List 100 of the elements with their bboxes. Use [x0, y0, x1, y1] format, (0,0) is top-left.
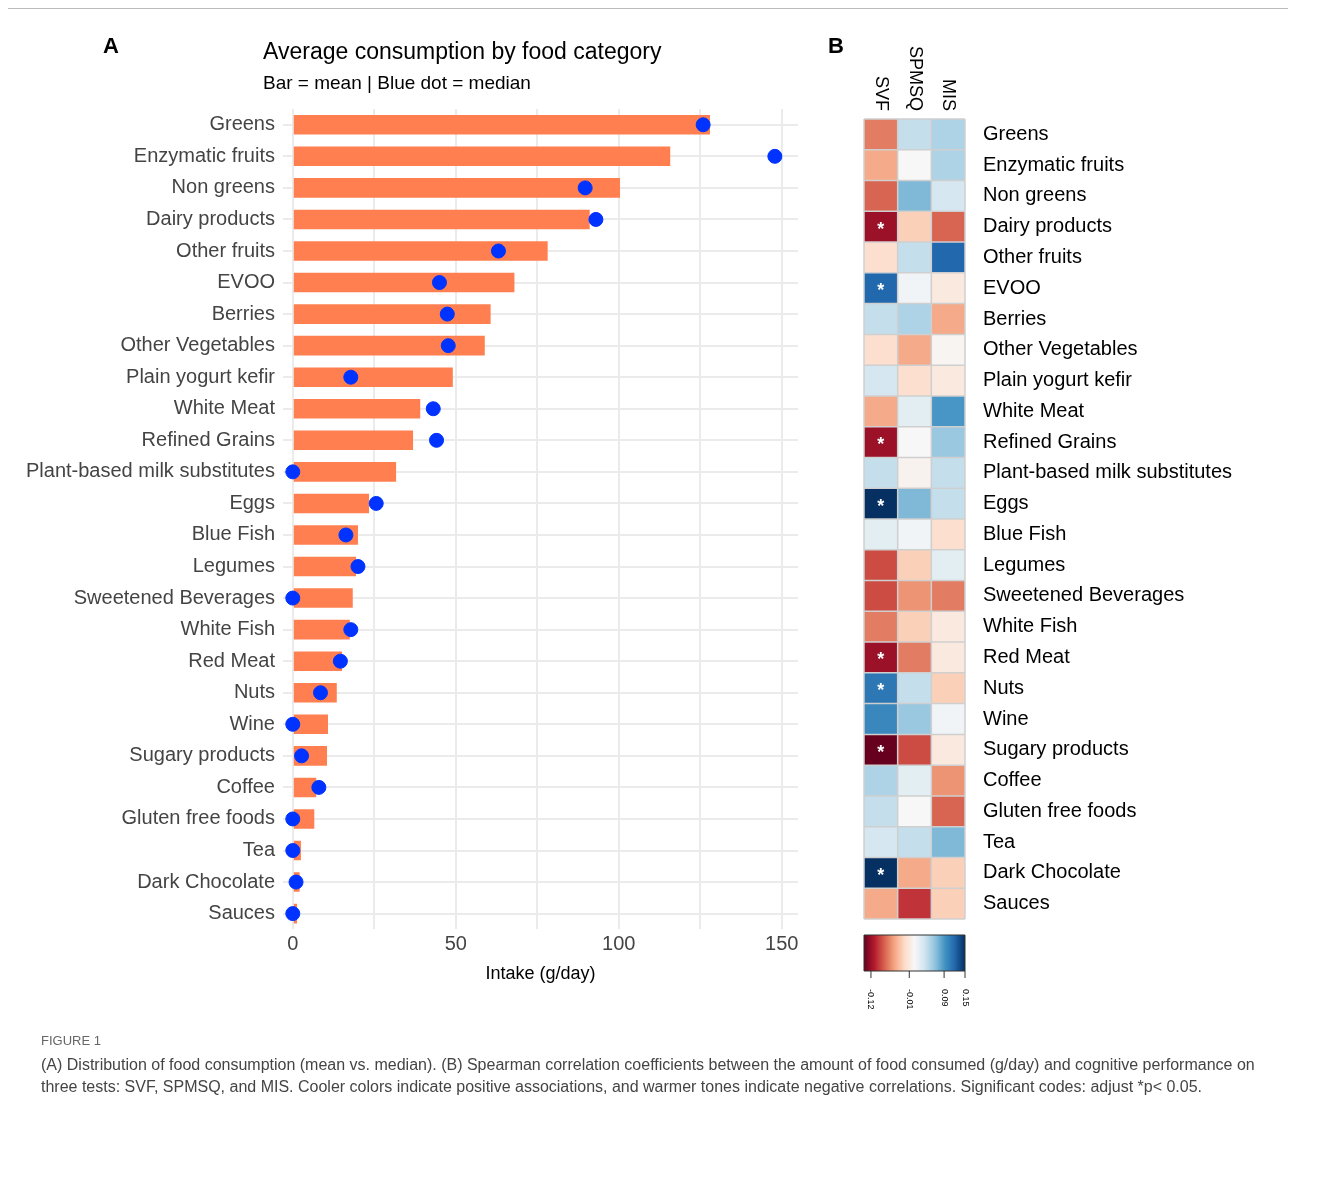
- bar: [293, 493, 370, 514]
- y-tick-label: Plain yogurt kefir: [126, 364, 276, 387]
- color-bar-label: 0.15: [960, 989, 971, 1007]
- y-tick-label: Nuts: [983, 675, 1025, 698]
- y-tick-label: Sauces: [208, 901, 275, 924]
- color-bar-label: -0.12: [866, 989, 877, 1010]
- data-label: *: [877, 218, 885, 239]
- y-tick-label: Coffee: [983, 768, 1042, 791]
- y-tick-label: Dark Chocolate: [137, 869, 275, 892]
- bar: [293, 115, 710, 135]
- text: A: [103, 33, 119, 59]
- y-tick-label: Nuts: [233, 680, 275, 703]
- data-label: *: [877, 649, 885, 670]
- bar: [293, 209, 590, 230]
- y-tick-label: Legumes: [983, 552, 1066, 575]
- y-tick-label: Non greens: [983, 183, 1087, 206]
- y-tick-label: Non greens: [171, 175, 275, 198]
- x-tick-label: MIS: [939, 78, 960, 111]
- bar: [293, 304, 491, 324]
- point: [577, 180, 593, 196]
- x-tick-label: SPMSQ: [905, 45, 926, 111]
- bar: [293, 398, 421, 419]
- y-tick-label: White Fish: [983, 614, 1078, 637]
- y-tick-label: White Meat: [983, 398, 1085, 421]
- bar: [293, 588, 353, 608]
- y-tick-label: Berries: [983, 306, 1047, 329]
- y-tick-label: Other fruits: [176, 238, 275, 261]
- color-bar-label: 0.09: [939, 989, 950, 1007]
- data-label: *: [877, 280, 885, 301]
- point: [285, 811, 301, 827]
- point: [588, 211, 604, 227]
- point: [332, 653, 348, 669]
- y-tick-label: Greens: [983, 121, 1049, 144]
- y-tick-label: Gluten free foods: [121, 806, 275, 829]
- y-tick-label: EVOO: [217, 270, 275, 293]
- point: [425, 401, 441, 417]
- y-tick-label: Enzymatic fruits: [133, 143, 275, 166]
- chart-title: Average consumption by food category: [263, 38, 662, 64]
- bar: [293, 272, 515, 293]
- y-tick-label: Wine: [983, 706, 1029, 729]
- point: [440, 338, 456, 354]
- caption: FIGURE 1: [41, 1033, 102, 1048]
- bar: [293, 146, 671, 167]
- point: [429, 432, 445, 448]
- text: B: [828, 33, 844, 59]
- y-tick-label: Coffee: [216, 774, 275, 797]
- point: [431, 275, 447, 291]
- bar: [293, 462, 397, 482]
- point: [767, 148, 783, 164]
- bar: [293, 335, 485, 356]
- data-label: *: [877, 495, 885, 516]
- point: [490, 243, 506, 259]
- y-tick-label: Gluten free foods: [983, 798, 1137, 821]
- y-tick-label: Other fruits: [983, 244, 1082, 267]
- y-tick-label: Refined Grains: [983, 429, 1117, 452]
- point: [343, 369, 359, 385]
- point: [285, 716, 301, 732]
- x-axis-title: Intake (g/day): [485, 963, 596, 984]
- y-tick-label: Sugary products: [129, 743, 275, 766]
- y-tick-label: Tea: [242, 838, 276, 861]
- point: [368, 495, 384, 511]
- y-tick-label: Other Vegetables: [983, 337, 1138, 360]
- point: [285, 906, 301, 922]
- y-tick-label: Sauces: [983, 891, 1050, 914]
- y-tick-label: Greens: [209, 112, 275, 135]
- y-tick-label: Berries: [211, 301, 275, 324]
- point: [350, 559, 366, 575]
- y-tick-label: EVOO: [983, 275, 1041, 298]
- y-tick-label: Plant-based milk substitutes: [25, 459, 275, 482]
- y-tick-label: Plain yogurt kefir: [983, 368, 1133, 391]
- y-tick-label: White Fish: [180, 617, 275, 640]
- point: [288, 874, 304, 890]
- bar: [293, 241, 548, 261]
- point: [285, 464, 301, 480]
- color-bar-label: -0.01: [904, 989, 915, 1010]
- y-tick-label: Sugary products: [983, 737, 1129, 760]
- y-tick-label: White Meat: [173, 396, 276, 419]
- y-tick-label: Wine: [229, 711, 275, 734]
- y-tick-label: Dairy products: [983, 214, 1112, 237]
- y-tick-label: Plant-based milk substitutes: [983, 460, 1233, 483]
- point: [285, 843, 301, 859]
- point: [695, 117, 711, 133]
- y-tick-label: Refined Grains: [141, 427, 275, 450]
- y-tick-label: Legumes: [192, 554, 275, 577]
- x-tick-label: 50: [444, 931, 467, 954]
- y-tick-label: Other Vegetables: [120, 333, 275, 356]
- point: [311, 779, 327, 795]
- y-tick-label: Sweetened Beverages: [73, 585, 275, 608]
- y-tick-label: Dairy products: [146, 206, 275, 229]
- y-tick-label: Sweetened Beverages: [983, 583, 1185, 606]
- data-label: *: [877, 741, 885, 762]
- y-tick-label: Enzymatic fruits: [983, 152, 1125, 175]
- x-tick-label: SVF: [871, 75, 892, 111]
- x-tick-label: 0: [287, 931, 299, 954]
- y-tick-label: Red Meat: [188, 648, 276, 671]
- bar: [293, 367, 453, 387]
- y-tick-label: Dark Chocolate: [983, 860, 1121, 883]
- bar: [293, 178, 621, 198]
- data-label: *: [877, 680, 885, 701]
- point: [338, 527, 354, 543]
